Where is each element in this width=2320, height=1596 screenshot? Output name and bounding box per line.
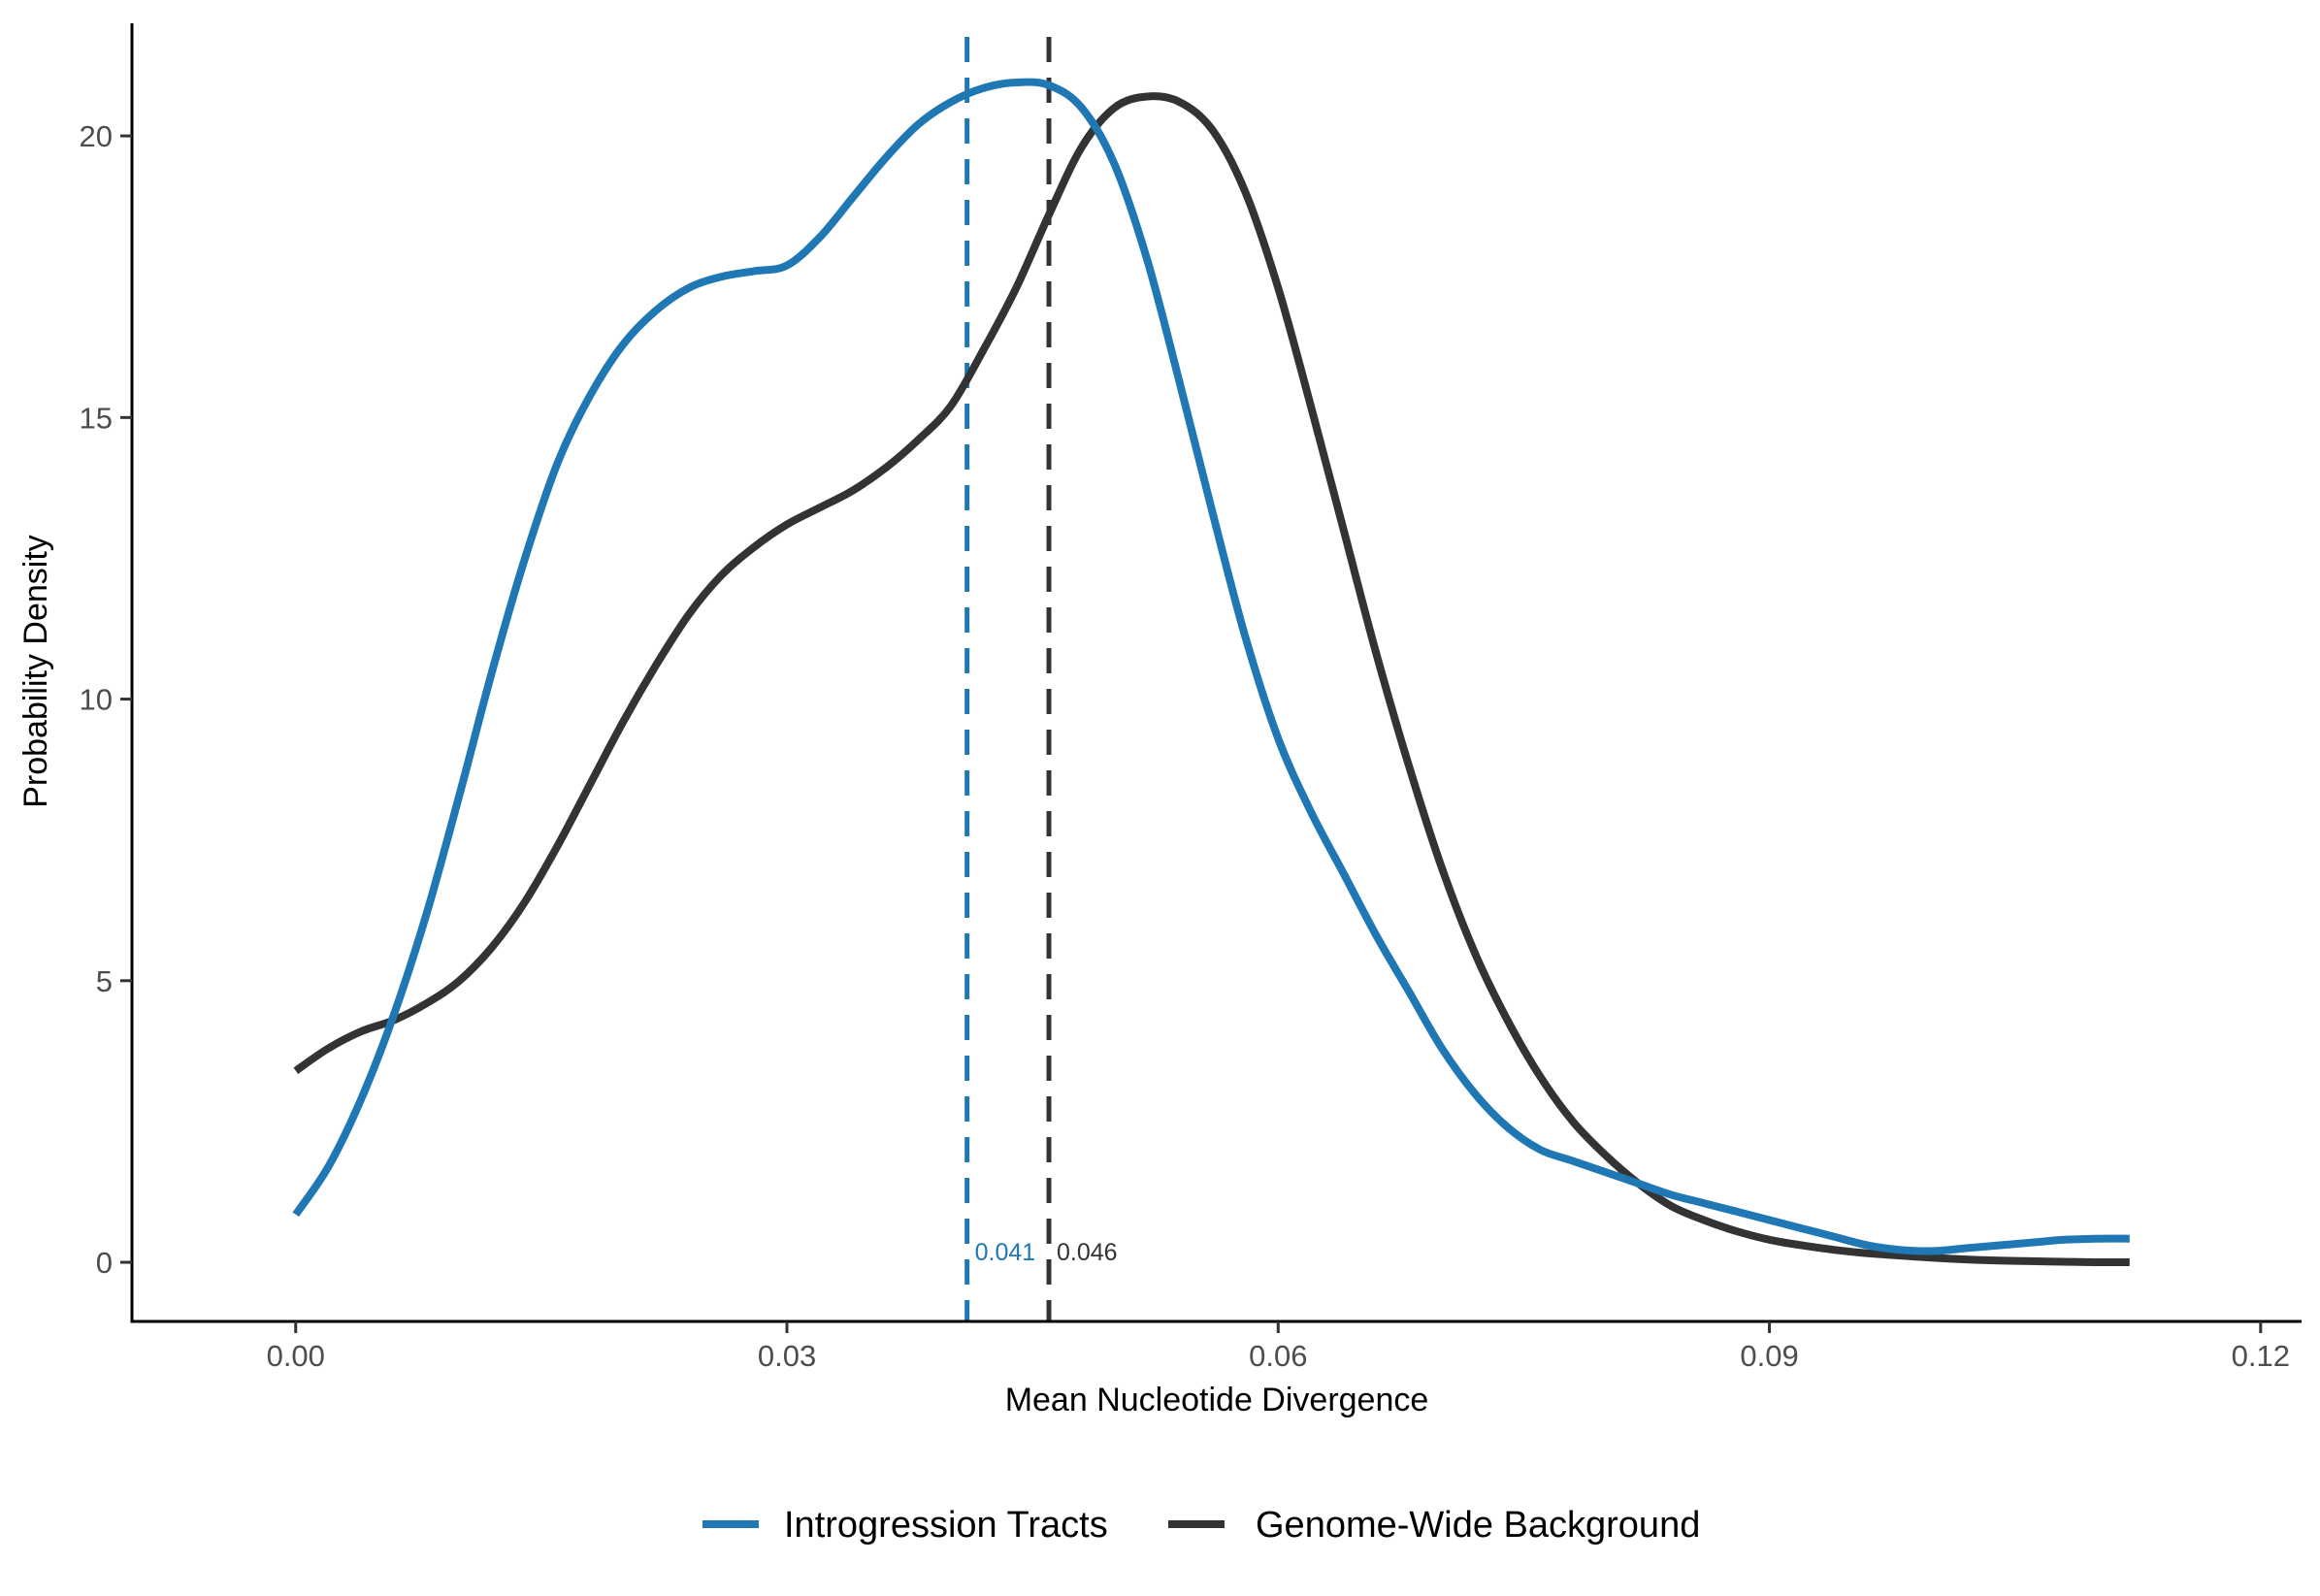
y-tick-label: 10 xyxy=(80,683,113,717)
x-axis-title: Mean Nucleotide Divergence xyxy=(1005,1382,1429,1418)
series-line-genome-wide-background xyxy=(293,92,2130,1267)
reference-label-0.041: 0.041 xyxy=(975,1239,1036,1266)
y-axis-title: Probability Density xyxy=(17,535,54,808)
legend-label-genome-wide-background: Genome-Wide Background xyxy=(1256,1505,1700,1546)
legend-label-introgression-tracts: Introgression Tracts xyxy=(784,1505,1108,1546)
legend: Introgression Tracts Genome-Wide Backgrou… xyxy=(703,1505,1700,1546)
y-tick-label: 5 xyxy=(96,964,113,998)
reference-lines xyxy=(964,37,1052,1321)
x-tick-label: 0.03 xyxy=(758,1339,816,1373)
reference-labels: 0.041 0.046 xyxy=(975,1239,1118,1266)
y-tick-label: 15 xyxy=(80,401,113,435)
density-curves xyxy=(292,78,2130,1267)
x-tick-label: 0.00 xyxy=(267,1339,325,1373)
x-tick-label: 0.06 xyxy=(1249,1339,1307,1373)
axes: 0.00 0.03 0.06 0.09 0.12 0 5 10 15 20 xyxy=(80,23,2302,1373)
y-tick-label: 20 xyxy=(80,119,113,153)
y-tick-label: 0 xyxy=(96,1246,113,1280)
reference-label-0.046: 0.046 xyxy=(1057,1239,1118,1266)
x-tick-label: 0.12 xyxy=(2232,1339,2290,1373)
x-tick-label: 0.09 xyxy=(1740,1339,1798,1373)
series-line-introgression-tracts xyxy=(292,78,2130,1255)
